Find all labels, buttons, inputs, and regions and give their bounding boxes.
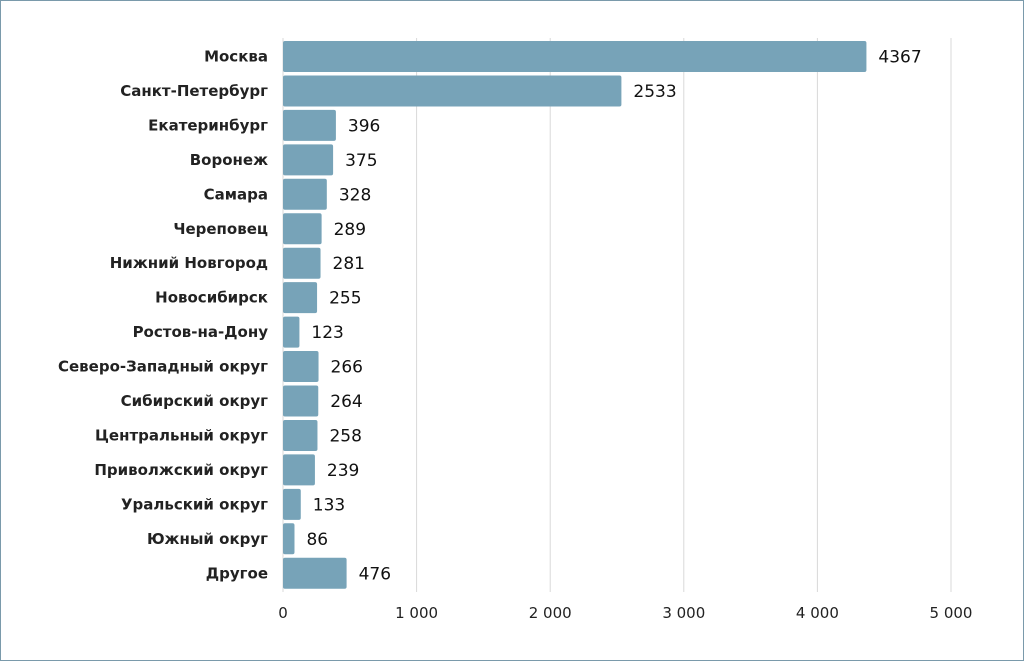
bar <box>283 247 321 279</box>
bar <box>283 282 318 314</box>
bar <box>283 523 295 555</box>
value-label: 375 <box>345 151 377 171</box>
x-tick-label: 0 <box>278 604 288 622</box>
category-label: Другое <box>206 564 268 582</box>
bar <box>283 488 301 520</box>
bar <box>283 109 336 141</box>
bar <box>283 316 300 348</box>
bar <box>283 454 315 486</box>
x-tick-label: 4 000 <box>796 604 839 622</box>
value-label: 281 <box>333 254 365 274</box>
value-label: 255 <box>329 289 361 309</box>
bar <box>283 419 318 451</box>
x-axis-ticks: 0 1 000 2 000 3 000 4 000 5 000 <box>278 604 972 622</box>
x-tick-label: 1 000 <box>395 604 438 622</box>
value-label: 123 <box>311 323 343 343</box>
x-tick-label: 5 000 <box>930 604 973 622</box>
value-label: 86 <box>306 530 328 550</box>
value-label: 133 <box>313 495 345 515</box>
value-label: 239 <box>327 461 359 481</box>
category-label: Приволжский округ <box>94 461 268 479</box>
category-label: Самара <box>204 185 268 203</box>
category-label: Череповец <box>173 220 268 238</box>
category-label: Новосибирск <box>155 289 268 307</box>
value-label: 264 <box>330 392 362 412</box>
value-label: 266 <box>331 358 363 378</box>
value-label: 258 <box>329 426 361 446</box>
bar <box>283 385 319 417</box>
category-labels: Москва Санкт-Петербург Екатеринбург Воронеж… <box>58 48 268 583</box>
value-label: 4367 <box>878 48 921 68</box>
value-label: 328 <box>339 185 371 205</box>
category-label: Москва <box>204 48 268 66</box>
bars <box>283 41 867 589</box>
bar <box>283 351 319 383</box>
category-label: Санкт-Петербург <box>120 82 268 100</box>
category-label: Екатеринбург <box>148 116 268 134</box>
x-tick-label: 3 000 <box>662 604 705 622</box>
bar <box>283 41 867 72</box>
bar <box>283 178 327 210</box>
value-labels: 4367 2533 396 375 328 289 281 255 123 266 264 258 23… <box>306 48 921 585</box>
value-label: 2533 <box>633 82 676 102</box>
category-label: Ростов-на-Дону <box>133 323 269 341</box>
bar <box>283 144 334 176</box>
category-label: Южный округ <box>147 530 268 548</box>
x-tick-label: 2 000 <box>529 604 572 622</box>
category-label: Уральский округ <box>121 495 268 513</box>
grid-lines <box>282 38 952 592</box>
category-label: Сибирский округ <box>121 392 269 410</box>
category-label: Центральный округ <box>95 426 268 444</box>
category-label: Нижний Новгород <box>110 254 268 272</box>
bar <box>283 213 322 245</box>
value-label: 289 <box>334 220 366 240</box>
value-label: 476 <box>359 564 391 584</box>
category-label: Северо-Западный округ <box>58 358 268 376</box>
bar <box>283 557 347 589</box>
bar <box>283 75 622 107</box>
value-label: 396 <box>348 116 380 136</box>
category-label: Воронеж <box>190 151 268 169</box>
